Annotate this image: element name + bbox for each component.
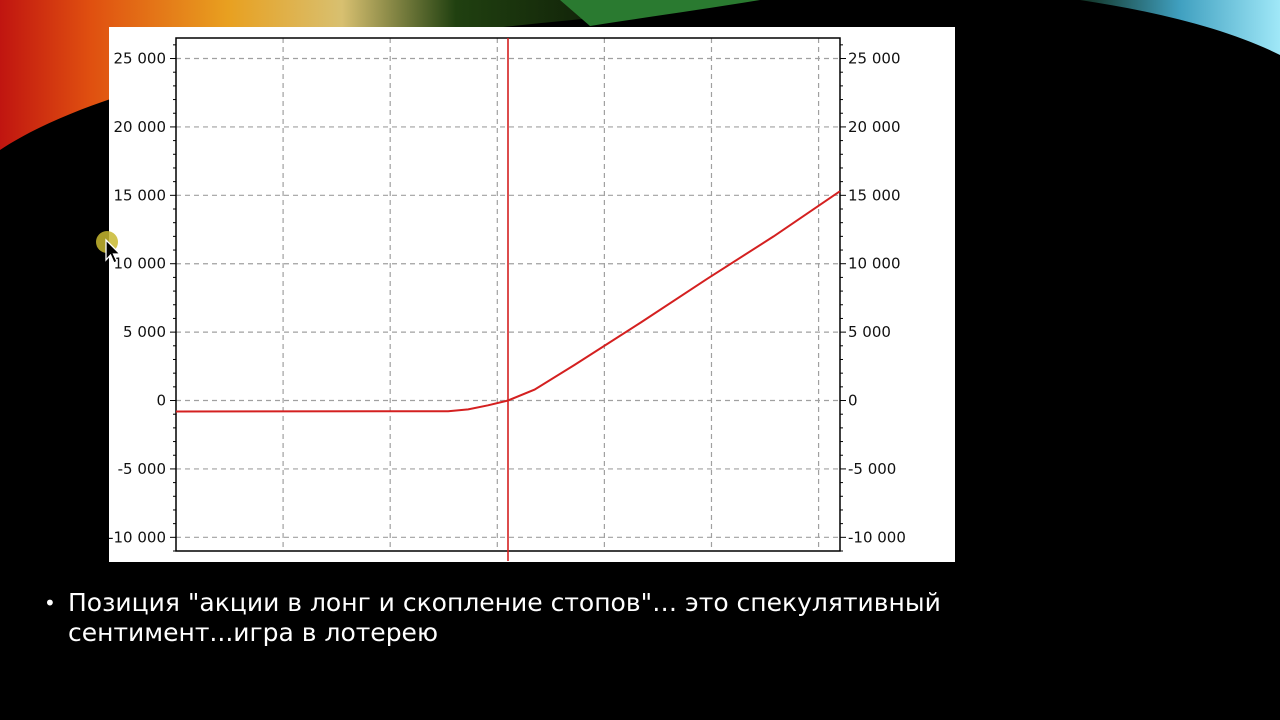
chart-panel: 25 000 25 000 20 000 20 000 15 000 15 000 10 0…	[109, 27, 955, 562]
y-tick-label-left: 15 000	[114, 186, 167, 204]
y-tick-label-right: -10 000	[848, 528, 906, 546]
axis-labels: 25 000 25 000 20 000 20 000 15 000 15 000 10 0…	[109, 50, 906, 547]
ribbon-green-band	[560, 0, 760, 26]
y-tick-label-right: 5 000	[848, 323, 891, 341]
y-tick-label-left: 20 000	[114, 118, 167, 136]
y-tick-label-left: 0	[156, 392, 166, 410]
y-tick-label-left: -5 000	[118, 460, 166, 478]
axis-ticks	[170, 44, 846, 552]
ribbon-cool-band	[1080, 0, 1280, 55]
y-tick-label-left: 25 000	[114, 50, 167, 68]
y-tick-label-left: 10 000	[114, 255, 167, 273]
mouse-pointer-highlight-icon	[96, 231, 120, 264]
payoff-line	[175, 190, 841, 413]
payoff-chart: 25 000 25 000 20 000 20 000 15 000 15 000 10 0…	[109, 37, 906, 561]
slide-caption: • Позиция "акции в лонг и скопление стоп…	[44, 588, 1104, 648]
y-tick-label-right: 25 000	[848, 50, 901, 68]
plot-area	[175, 37, 841, 561]
y-tick-label-right: 0	[848, 392, 858, 410]
y-tick-label-left: 5 000	[123, 323, 166, 341]
y-tick-label-right: -5 000	[848, 460, 896, 478]
y-tick-label-right: 10 000	[848, 255, 901, 273]
caption-text: Позиция "акции в лонг и скопление стопов…	[68, 588, 941, 647]
y-tick-label-left: -10 000	[109, 528, 166, 546]
y-tick-label-right: 15 000	[848, 186, 901, 204]
y-tick-label-right: 20 000	[848, 118, 901, 136]
bullet-dot-icon: •	[44, 591, 56, 615]
